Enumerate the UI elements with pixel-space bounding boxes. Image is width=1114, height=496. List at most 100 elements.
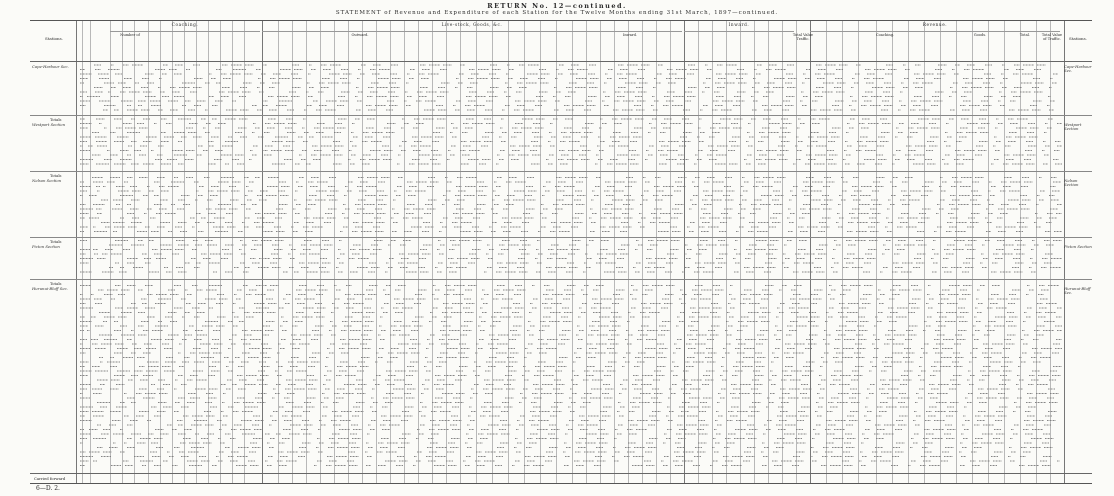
column-rule <box>782 21 783 483</box>
carried-forward-label: Carried forward <box>34 476 66 481</box>
section-label-right: Nelson Section <box>1064 178 1092 188</box>
column-rule <box>306 21 307 483</box>
column-rule <box>172 21 173 483</box>
column-rule <box>148 21 149 483</box>
column-rule <box>160 21 161 483</box>
column-rule <box>508 21 509 483</box>
column-rule <box>348 21 349 483</box>
section-label-right: Cape-Harbour Sec. <box>1064 64 1092 74</box>
column-rule <box>956 21 957 483</box>
column-rule <box>600 21 601 483</box>
section-name: Nelson Section <box>32 178 62 183</box>
header-stations-right: Stations. <box>1069 36 1087 41</box>
column-rule <box>670 21 671 483</box>
column-rule <box>712 21 713 483</box>
column-rule <box>842 21 843 483</box>
header-stations-left: Stations. <box>45 36 63 41</box>
column-rule <box>876 21 877 483</box>
column-rule <box>810 21 811 483</box>
column-rule <box>556 21 557 483</box>
column-rule <box>390 21 391 483</box>
subhead-outward: Outward. <box>351 33 369 37</box>
column-rule <box>1004 21 1005 483</box>
section-label: Westport Section <box>32 122 76 127</box>
statement-title: STATEMENT of Revenue and Expenditure of … <box>335 10 779 16</box>
column-rule <box>858 21 859 483</box>
totals-label: Totals <box>50 173 62 178</box>
section-label: Hurunui-Bluff Sec. <box>32 286 76 291</box>
carried-forward-row: Carried forward <box>30 473 1092 483</box>
subhead-goods: Goods. <box>973 33 987 37</box>
column-rule <box>1036 21 1037 483</box>
column-rule <box>988 21 989 483</box>
statement-table: Stations. Coaching. Live-stock, Goods, &… <box>30 20 1092 484</box>
column-rule <box>110 21 111 483</box>
column-rule <box>492 21 493 483</box>
section-name: Cape-Harbour Sec. <box>1064 64 1092 74</box>
column-rule <box>540 21 541 483</box>
column-rule <box>684 21 685 483</box>
section-name: Hurunui-Bluff Sec. <box>32 286 68 291</box>
column-rule <box>940 21 941 483</box>
section-label: Nelson Section <box>32 178 76 183</box>
return-number: RETURN No. 12—continued. <box>487 2 627 10</box>
column-rule <box>628 21 629 483</box>
column-rule <box>220 21 221 483</box>
figure-body <box>80 64 1062 467</box>
column-rule <box>404 21 405 483</box>
column-rule <box>768 21 769 483</box>
column-rule <box>614 21 615 483</box>
column-rule <box>262 21 263 483</box>
section-label-right: Westport Section <box>1064 122 1092 132</box>
section-divider <box>30 115 1092 116</box>
column-rule <box>362 21 363 483</box>
section-label: Cape-Harbour Sec. <box>32 64 76 69</box>
column-rule <box>278 21 279 483</box>
column-rule <box>892 21 893 483</box>
section-name: Picton Section <box>32 244 60 249</box>
section-name: Cape-Harbour Sec. <box>32 64 69 69</box>
section-name: Westport Section <box>1064 122 1082 132</box>
table-header: Stations. Coaching. Live-stock, Goods, &… <box>30 21 1092 62</box>
section-name: Westport Section <box>32 122 66 127</box>
column-rule <box>418 21 419 483</box>
section-divider <box>30 237 1092 238</box>
column-rule <box>572 21 573 483</box>
section-label: Picton Section <box>32 244 76 249</box>
section-label-right: Picton Section <box>1064 244 1092 249</box>
subhead-total-value-of-traffic: Total Value of Traffic. <box>1041 33 1063 41</box>
column-rule <box>196 21 197 483</box>
totals-label: Totals <box>50 281 62 286</box>
column-rule <box>726 21 727 483</box>
totals-label: Totals <box>50 117 62 122</box>
page-footer: 6—D. 2. <box>36 485 60 492</box>
column-rule <box>320 21 321 483</box>
column-rule <box>376 21 377 483</box>
column-rule <box>334 21 335 483</box>
group-live-stock: Live-stock, Goods, &c. <box>262 22 682 32</box>
column-rule <box>446 21 447 483</box>
column-rule <box>642 21 643 483</box>
column-rule <box>244 21 245 483</box>
group-revenue: Revenue. <box>810 22 1060 32</box>
column-rule <box>460 21 461 483</box>
column-rule <box>208 21 209 483</box>
section-label-right: Hurunui-Bluff Sec. <box>1064 286 1092 296</box>
subhead-number-of: Number of <box>120 33 140 37</box>
column-rule <box>924 21 925 483</box>
subhead-total: Total. <box>1019 33 1031 37</box>
column-rule <box>524 21 525 483</box>
subhead-total-value: Total Value Traffic. <box>792 33 814 41</box>
column-rule <box>1020 21 1021 483</box>
column-rule <box>826 21 827 483</box>
column-rule <box>76 21 77 483</box>
column-rule <box>656 21 657 483</box>
column-rule <box>432 21 433 483</box>
column-rule <box>586 21 587 483</box>
column-rule <box>740 21 741 483</box>
subhead-inward: Inward. <box>622 33 638 37</box>
section-name: Hurunui-Bluff Sec. <box>1064 286 1091 296</box>
column-rule <box>698 21 699 483</box>
section-divider <box>30 171 1092 172</box>
